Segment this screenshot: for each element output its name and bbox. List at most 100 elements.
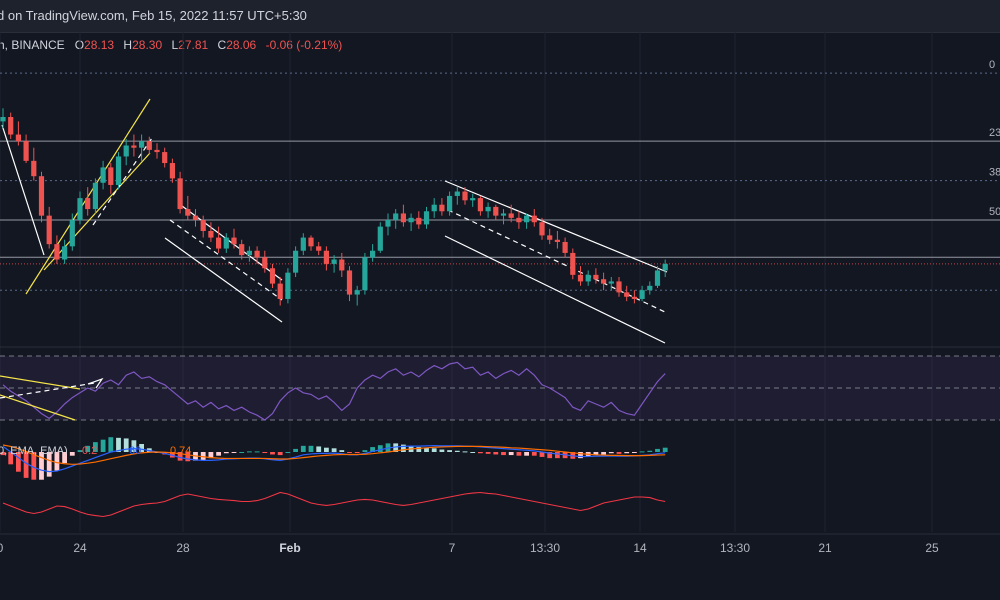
macd-histogram-bar <box>116 437 121 452</box>
macd-histogram-bar <box>262 452 268 453</box>
macd-histogram-bar <box>85 445 91 452</box>
candle-body <box>585 274 591 282</box>
candle-body <box>462 191 468 201</box>
macd-histogram-bar <box>300 445 306 452</box>
candle-body <box>62 246 68 260</box>
candle-body <box>69 220 75 247</box>
macd-histogram-bar <box>508 452 514 456</box>
candle-body <box>346 270 353 295</box>
candle-body <box>616 281 622 293</box>
candle-body <box>500 213 507 216</box>
descent-line <box>1 124 45 256</box>
macd-histogram-bar <box>69 452 75 456</box>
macd-histogram-bar <box>139 443 144 452</box>
macd-histogram-bar <box>293 448 298 452</box>
macd-histogram-bar <box>362 450 368 452</box>
cmf-line <box>2 491 666 518</box>
close-label: C <box>217 38 227 52</box>
macd-histogram-bar <box>416 447 422 452</box>
macd-histogram-bar <box>270 452 275 455</box>
macd-histogram-bar <box>593 452 599 456</box>
macd-histogram-bar <box>655 448 660 452</box>
candle-body <box>385 220 391 227</box>
macd-legend-value: 60 <box>129 445 141 457</box>
rising-channel-upper <box>43 152 151 271</box>
candle-body <box>108 167 114 185</box>
candle-body <box>354 290 360 295</box>
macd-histogram-bar <box>208 452 214 459</box>
cmf-pane <box>2 491 666 518</box>
candle-body <box>524 215 530 223</box>
fib-label: 0 <box>989 59 995 71</box>
macd-histogram-bar <box>447 450 452 452</box>
low-label: L <box>171 38 179 52</box>
symbol-label: h, BINANCE <box>0 38 65 52</box>
candle-body <box>362 257 368 291</box>
fib-levels: 0 23 38 50 <box>0 59 1000 291</box>
candle-body <box>423 211 430 225</box>
macd-histogram-bar <box>431 448 437 452</box>
candle-body <box>377 226 383 251</box>
candle-body <box>323 250 329 264</box>
candle-body <box>331 259 337 264</box>
candle-body <box>608 281 614 284</box>
macd-histogram-bar <box>639 451 645 453</box>
candle-body <box>477 198 483 212</box>
macd-histogram-bar <box>662 447 668 452</box>
candle-body <box>508 213 514 218</box>
macd-histogram-bar <box>285 452 291 453</box>
candle-body <box>554 239 560 242</box>
open-value: 28.13 <box>84 38 115 52</box>
candle-body <box>85 198 91 210</box>
macd-histogram-bar <box>439 449 445 452</box>
macd-line <box>2 444 666 473</box>
rsi-pane <box>0 355 1000 421</box>
candle-body <box>493 206 499 216</box>
macd-histogram-bar <box>277 452 283 456</box>
ohlc-legend: h, BINANCE O28.13 H28.30 L27.81 C28.06 -… <box>0 38 348 52</box>
candle-body <box>139 141 145 148</box>
macd-pane: 0, EMA, EMA) 0.2 60 0.74 <box>0 437 668 480</box>
open-label: O <box>74 38 85 52</box>
candles <box>0 108 668 306</box>
publish-header: d on TradingView.com, Feb 15, 2022 11:57… <box>0 0 1000 33</box>
candle-body <box>239 244 245 256</box>
macd-histogram-bar <box>223 452 229 454</box>
signal-line <box>2 444 666 465</box>
rsi-divergence-yellow-2 <box>0 394 76 421</box>
macd-histogram-bar <box>493 452 499 455</box>
falling-channel-2-lower <box>444 235 666 344</box>
candle-body <box>485 206 491 212</box>
macd-histogram-bar <box>324 447 329 452</box>
macd-histogram-bar <box>46 452 52 477</box>
macd-histogram-bar <box>316 446 322 452</box>
candle-body <box>577 274 584 282</box>
macd-histogram-bar <box>601 452 606 455</box>
macd-histogram-bar <box>54 452 60 471</box>
macd-histogram-bar <box>524 452 529 456</box>
publish-text: d on TradingView.com, Feb 15, 2022 11:57… <box>0 8 307 23</box>
candle-body <box>316 246 322 251</box>
candle-body <box>46 215 52 245</box>
x-tick-label: 21 <box>818 541 832 555</box>
axis-bg <box>0 534 1000 600</box>
macd-histogram-bar <box>0 452 6 456</box>
candle-body <box>216 237 222 249</box>
candle-body <box>185 209 191 216</box>
macd-histogram-bar <box>131 440 137 452</box>
candle-body <box>200 220 206 231</box>
candle-body <box>38 176 45 216</box>
candle-body <box>54 244 60 260</box>
falling-channel-2-upper <box>444 180 668 273</box>
candle-body <box>454 191 460 196</box>
macd-histogram-bar <box>216 452 221 456</box>
macd-histogram-bar <box>108 437 114 452</box>
x-tick-label: 28 <box>176 541 190 555</box>
macd-histogram-bar <box>62 452 67 464</box>
candle-body <box>192 215 199 221</box>
candle-body <box>293 250 299 273</box>
candle-body <box>539 222 545 236</box>
candle-body <box>277 283 283 299</box>
